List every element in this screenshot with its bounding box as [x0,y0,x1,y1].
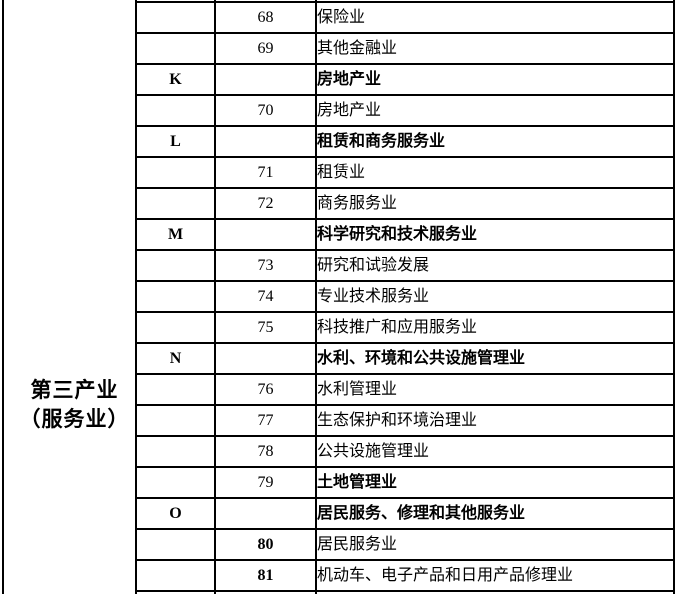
table-row: 68 保险业 [137,3,675,34]
table-cell-section-letter [137,251,216,282]
table-cell-section-letter [137,0,216,3]
table-row-partial-top [137,0,675,3]
table-cell-industry-code [216,499,317,530]
industry-group-label-line2: （服务业） [19,407,130,431]
table-cell-industry-code: 77 [216,406,317,437]
table-cell-section-letter [137,34,216,65]
table-cell-section-letter [137,3,216,34]
table-cell-industry-code: 71 [216,158,317,189]
table-cell-section-letter: O [137,499,216,530]
table-cell-industry-code: 74 [216,282,317,313]
table-cell-industry-code: 68 [216,3,317,34]
table-cell-section-letter [137,313,216,344]
table-cell-industry-name: 水利、环境和公共设施管理业 [317,344,675,375]
classification-table: 68 保险业 69 其他金融业 K 房地产业 70 房地产业 L 租赁和商务服务… [137,0,675,594]
table-cell-industry-code: 75 [216,313,317,344]
table-cell-industry-code [216,127,317,158]
table-row: M 科学研究和技术服务业 [137,220,675,251]
table-cell-section-letter [137,530,216,561]
table-cell-section-letter: K [137,65,216,96]
table-cell-industry-code: 80 [216,530,317,561]
table-cell-industry-name: 科技推广和应用服务业 [317,313,675,344]
table-cell-industry-name: 房地产业 [317,65,675,96]
table-cell-section-letter [137,468,216,499]
table-cell-industry-name: 租赁业 [317,158,675,189]
table-cell-industry-code: 70 [216,96,317,127]
table-cell-industry-name: 土地管理业 [317,468,675,499]
table-row: 71 租赁业 [137,158,675,189]
table-cell-industry-code [216,0,317,3]
table-cell-section-letter [137,282,216,313]
table-cell-industry-name: 租赁和商务服务业 [317,127,675,158]
merged-cell-industry-group: 第三产业 （服务业） [2,0,137,594]
table-cell-industry-code [216,344,317,375]
table-cell-section-letter [137,592,216,594]
table-cell-industry-code: 76 [216,375,317,406]
table-cell-section-letter: M [137,220,216,251]
table-row: 69 其他金融业 [137,34,675,65]
table-row: 79 土地管理业 [137,468,675,499]
table-cell-industry-name: 专业技术服务业 [317,282,675,313]
table-cell-section-letter [137,189,216,220]
table-row: 72 商务服务业 [137,189,675,220]
table-row: L 租赁和商务服务业 [137,127,675,158]
table-cell-industry-name: 水利管理业 [317,375,675,406]
classification-table-body: 68 保险业 69 其他金融业 K 房地产业 70 房地产业 L 租赁和商务服务… [137,0,675,594]
table-cell-section-letter [137,437,216,468]
table-cell-industry-code: 69 [216,34,317,65]
industry-group-label: 第三产业 （服务业） [4,376,135,434]
table-cell-industry-code [216,220,317,251]
table-cell-industry-name [317,592,675,594]
table-row: N 水利、环境和公共设施管理业 [137,344,675,375]
table-cell-industry-code: 78 [216,437,317,468]
table-row: 73 研究和试验发展 [137,251,675,282]
table-row: 70 房地产业 [137,96,675,127]
table-cell-section-letter: L [137,127,216,158]
table-row: 80 居民服务业 [137,530,675,561]
table-cell-industry-name: 机动车、电子产品和日用产品修理业 [317,561,675,592]
table-cell-section-letter [137,561,216,592]
table-cell-industry-code: 81 [216,561,317,592]
table-row: 76 水利管理业 [137,375,675,406]
table-cell-section-letter [137,406,216,437]
table-row: 81 机动车、电子产品和日用产品修理业 [137,561,675,592]
table-cell-industry-name: 居民服务业 [317,530,675,561]
table-cell-industry-code: 72 [216,189,317,220]
table-cell-industry-name: 商务服务业 [317,189,675,220]
industry-group-label-line1: 第三产业 [30,378,119,402]
table-row: 78 公共设施管理业 [137,437,675,468]
table-cell-industry-name [317,0,675,3]
table-cell-industry-name: 房地产业 [317,96,675,127]
table-cell-industry-code [216,65,317,96]
table-cell-industry-name: 居民服务、修理和其他服务业 [317,499,675,530]
table-cell-industry-name: 公共设施管理业 [317,437,675,468]
table-cell-section-letter [137,158,216,189]
table-cell-industry-code: 73 [216,251,317,282]
table-row: O 居民服务、修理和其他服务业 [137,499,675,530]
table-row: 74 专业技术服务业 [137,282,675,313]
table-cell-industry-name: 研究和试验发展 [317,251,675,282]
table-row: 77 生态保护和环境治理业 [137,406,675,437]
table-cell-industry-name: 科学研究和技术服务业 [317,220,675,251]
table-cell-industry-name: 保险业 [317,3,675,34]
table-cell-industry-code: 79 [216,468,317,499]
table-cell-section-letter: N [137,344,216,375]
table-row-partial-bottom [137,592,675,594]
table-cell-industry-code [216,592,317,594]
table-cell-industry-name: 生态保护和环境治理业 [317,406,675,437]
table-cell-industry-name: 其他金融业 [317,34,675,65]
table-cell-section-letter [137,375,216,406]
table-row: 75 科技推广和应用服务业 [137,313,675,344]
table-cell-section-letter [137,96,216,127]
table-row: K 房地产业 [137,65,675,96]
